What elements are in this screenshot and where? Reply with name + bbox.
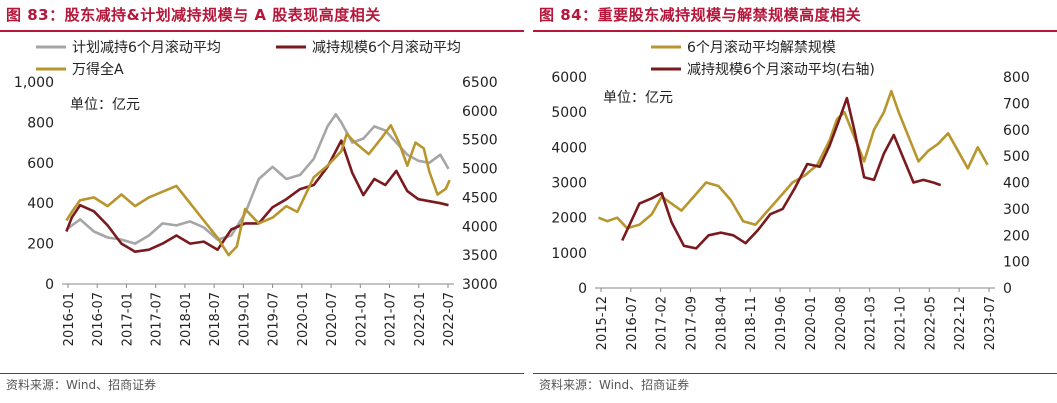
right-axis-tick-label: 6500	[462, 75, 498, 91]
title-rule	[0, 30, 524, 32]
right-axis-tick-label: 6000	[462, 104, 498, 120]
right-axis-tick-label: 500	[1003, 149, 1030, 165]
chart-title: 图 84：重要股东减持规模与解禁规模高度相关	[539, 6, 862, 24]
x-axis-tick-label: 2021-10	[893, 296, 908, 350]
x-axis-tick-label: 2018-01	[179, 292, 194, 346]
right-axis-tick-label: 4000	[462, 219, 498, 235]
series-line	[621, 96, 942, 250]
chart-panel-right: 图 84：重要股东减持规模与解禁规模高度相关 0 1000 2000 3000 4000…	[533, 0, 1057, 403]
x-axis-tick-label: 2021-07	[384, 292, 399, 346]
right-axis-tick-label: 300	[1003, 202, 1030, 218]
x-axis-tick-label: 2017-01	[120, 292, 135, 346]
right-axis-tick-label: 200	[1003, 228, 1030, 244]
chart-panel-left: 图 83：股东减持&计划减持规模与 A 股表现高度相关 0 200 400 600 80…	[0, 0, 524, 403]
line-chart-left: 0 200 400 600 800 1,000 3000 3500 4000 4500 5000 55…	[14, 39, 498, 346]
right-axis-tick-label: 0	[1003, 281, 1012, 297]
x-axis-tick-label: 2020-01	[296, 292, 311, 346]
source-note: 资料来源：Wind、招商证券	[6, 378, 157, 392]
left-axis-tick-label: 5000	[551, 105, 587, 121]
left-axis-tick-label: 3000	[551, 176, 587, 192]
x-axis-tick-label: 2022-05	[923, 296, 938, 350]
series-line	[65, 124, 451, 257]
source-rule	[533, 373, 1057, 374]
left-axis-tick-label: 4000	[551, 140, 587, 156]
right-axis-tick-label: 5000	[462, 162, 498, 178]
series-line	[598, 89, 989, 230]
x-axis-tick-label: 2022-01	[413, 292, 428, 346]
x-axis-tick-label: 2017-07	[150, 292, 165, 346]
right-axis-tick-label: 700	[1003, 96, 1030, 112]
left-axis-tick-label: 0	[45, 277, 54, 293]
x-axis-tick-label: 2018-04	[714, 296, 729, 350]
x-axis-tick-label: 2021-03	[864, 296, 879, 350]
x-axis-tick-label: 2021-01	[354, 292, 369, 346]
series-line	[65, 113, 450, 245]
x-axis-tick-label: 2020-08	[834, 296, 849, 350]
series-line	[65, 139, 449, 253]
right-axis-tick-label: 800	[1003, 70, 1030, 86]
x-axis-tick-label: 2016-07	[91, 292, 106, 346]
legend-label: 万得全A	[72, 61, 124, 78]
right-axis-tick-label: 100	[1003, 255, 1030, 271]
x-axis-tick-label: 2022-12	[953, 296, 968, 350]
x-axis-tick-label: 2018-11	[744, 296, 759, 350]
left-axis-tick-label: 1,000	[14, 75, 54, 91]
x-axis-tick-label: 2019-07	[267, 292, 282, 346]
x-axis-tick-label: 2020-07	[325, 292, 340, 346]
legend-label: 减持规模6个月滚动平均	[312, 39, 461, 56]
left-axis-tick-label: 200	[27, 237, 54, 253]
right-axis-tick-label: 400	[1003, 176, 1030, 192]
x-axis-tick-label: 2020-01	[804, 296, 819, 350]
x-axis-tick-label: 2015-12	[595, 296, 610, 350]
unit-label: 单位：亿元	[70, 97, 140, 113]
source-note: 资料来源：Wind、招商证券	[539, 378, 690, 392]
right-axis-tick-label: 3000	[462, 277, 498, 293]
title-rule	[533, 30, 1057, 32]
source-rule	[0, 373, 524, 374]
right-axis-tick-label: 3500	[462, 248, 498, 264]
legend-label: 减持规模6个月滚动平均(右轴)	[687, 61, 875, 78]
x-axis-tick-label: 2017-02	[655, 296, 670, 350]
legend-label: 6个月滚动平均解禁规模	[687, 39, 836, 56]
x-axis-tick-label: 2023-07	[983, 296, 998, 350]
right-axis-tick-label: 5500	[462, 133, 498, 149]
x-axis-tick-label: 2019-06	[774, 296, 789, 350]
chart-title: 图 83：股东减持&计划减持规模与 A 股表现高度相关	[6, 6, 381, 24]
left-axis-tick-label: 400	[27, 196, 54, 212]
right-axis-tick-label: 4500	[462, 190, 498, 206]
left-axis-tick-label: 0	[578, 281, 587, 297]
x-axis-tick-label: 2019-01	[237, 292, 252, 346]
left-axis-tick-label: 600	[27, 156, 54, 172]
x-axis-tick-label: 2022-07	[442, 292, 457, 346]
x-axis-tick-label: 2016-01	[62, 292, 77, 346]
legend-label: 计划减持6个月滚动平均	[72, 39, 221, 56]
unit-label: 单位：亿元	[603, 90, 673, 106]
left-axis-tick-label: 800	[27, 115, 54, 131]
x-axis-tick-label: 2017-09	[685, 296, 700, 350]
left-axis-tick-label: 1000	[551, 246, 587, 262]
left-axis-tick-label: 2000	[551, 211, 587, 227]
line-chart-right: 0 1000 2000 3000 4000 5000 6000 0 100 200 300 400 50…	[551, 39, 1030, 350]
x-axis-tick-label: 2018-07	[208, 292, 223, 346]
left-axis-tick-label: 6000	[551, 70, 587, 86]
x-axis-tick-label: 2016-07	[625, 296, 640, 350]
right-axis-tick-label: 600	[1003, 123, 1030, 139]
